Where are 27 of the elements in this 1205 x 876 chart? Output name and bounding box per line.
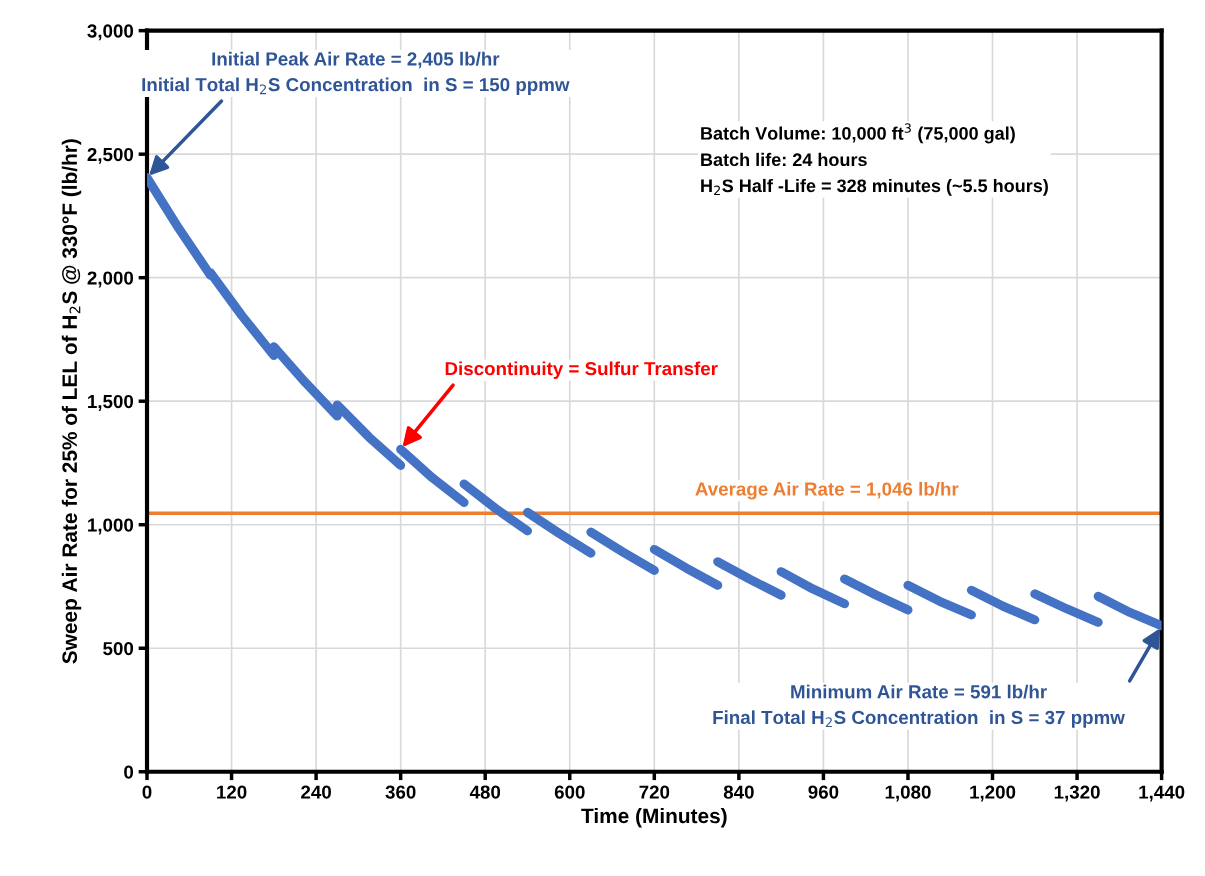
x-tick-label: 360 — [385, 785, 416, 799]
x-tick-label: 600 — [554, 785, 585, 799]
y-tick-label: 1,500 — [88, 394, 134, 411]
x-axis-title: Time (Minutes) — [581, 807, 727, 828]
x-tick-label: 0 — [142, 785, 152, 799]
annotation: Minimum Air Rate = 591 lb/hr Final Total H$_{2}$S Concentration in S = 37 ppmw — [713, 684, 1125, 728]
y-axis-title: Sweep Air Rate for 25% of LEL of H$_{2}$S @ 330°F (lb/hr) — [61, 139, 82, 664]
x-tick-label: 960 — [808, 785, 839, 799]
x-tick-label: 480 — [469, 785, 501, 799]
ref-line-label: Average Air Rate = 1,046 lb/hr — [695, 481, 959, 500]
x-tick-label: 1,440 — [1139, 785, 1185, 802]
x-tick-label: 840 — [723, 785, 754, 799]
y-tick-label: 3,000 — [87, 24, 134, 41]
x-tick-label: 240 — [301, 785, 331, 799]
y-tick-label: 500 — [103, 641, 134, 656]
y-tick-label: 1,000 — [88, 518, 134, 535]
x-tick-label: 1,320 — [1054, 785, 1100, 802]
x-tick-label: 720 — [639, 785, 670, 799]
y-tick-label: 2,000 — [87, 271, 134, 288]
text: Batch Volume: 10,000 ft$^{3}$ (75,000 gal) Batch life: 24 hours H$_{2}$S Half -Life = 328 minutes (~5.5 hours) — [701, 123, 1048, 196]
annotation: Discontinuity = Sulfur Transfer — [445, 361, 718, 379]
x-tick-label: 1,200 — [970, 785, 1016, 802]
y-tick-label: 0 — [124, 765, 134, 779]
annotation: Initial Peak Air Rate = 2,405 lb/hr Initial Total H$_{2}$S Concentration in S = 150 ppmw — [142, 51, 570, 95]
y-tick-label: 2,500 — [87, 147, 134, 164]
x-tick-label: 120 — [217, 785, 247, 799]
x-tick-label: 1,080 — [885, 785, 931, 802]
